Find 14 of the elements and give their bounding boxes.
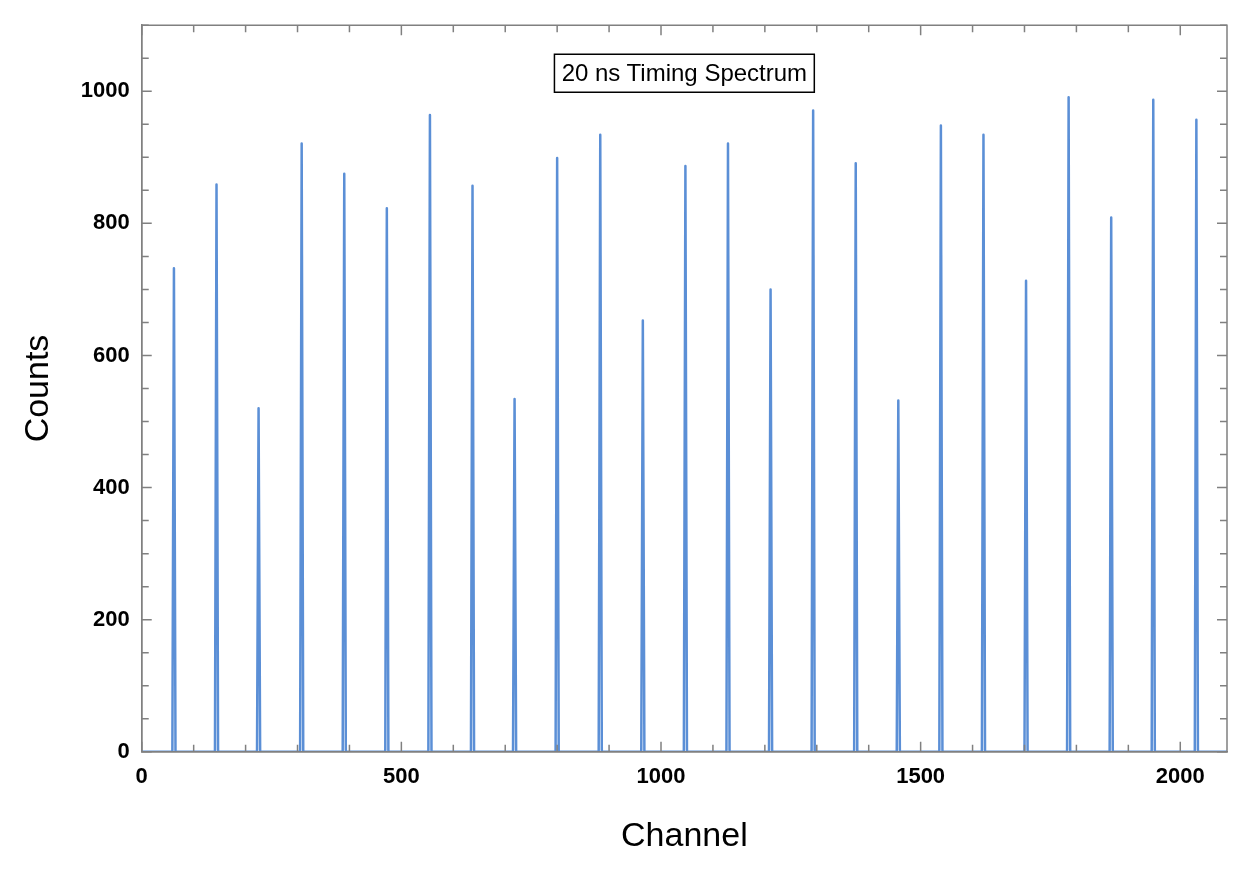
y-tick-label: 400 bbox=[93, 473, 130, 499]
y-tick-label: 200 bbox=[93, 605, 130, 631]
text: 20 ns Timing Spectrum bbox=[561, 58, 808, 86]
x-tick-label: 500 bbox=[383, 763, 420, 789]
x-tick-label: 1000 bbox=[636, 763, 686, 789]
x-tick-label: 0 bbox=[135, 763, 148, 789]
y-tick-label: 600 bbox=[93, 341, 130, 367]
y-axis-title: Counts bbox=[16, 334, 55, 443]
y-tick-label: 800 bbox=[93, 209, 130, 235]
x-axis-title: Channel bbox=[621, 814, 748, 853]
x-tick-label: 2000 bbox=[1155, 763, 1205, 789]
x-tick-label: 1500 bbox=[896, 763, 946, 789]
y-tick-label: 1000 bbox=[80, 77, 130, 103]
y-tick-label: 0 bbox=[117, 737, 130, 763]
